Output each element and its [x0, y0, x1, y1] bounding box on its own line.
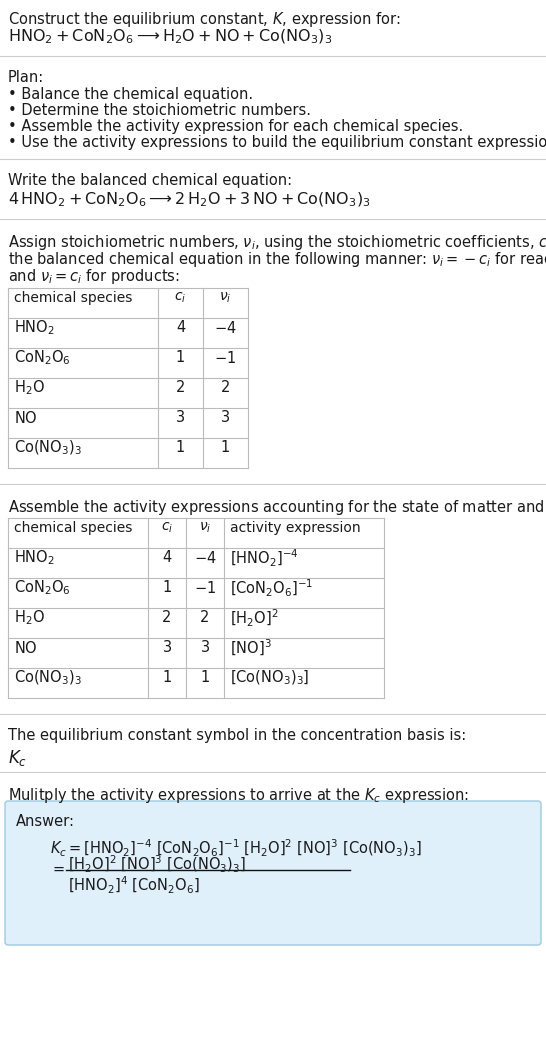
Text: 3: 3	[200, 640, 210, 656]
Text: $\mathrm{CoN_2O_6}$: $\mathrm{CoN_2O_6}$	[14, 579, 71, 597]
Text: $K_c = [\mathrm{HNO_2}]^{-4}\ [\mathrm{CoN_2O_6}]^{-1}\ [\mathrm{H_2O}]^{2}\ [\m: $K_c = [\mathrm{HNO_2}]^{-4}\ [\mathrm{C…	[50, 838, 422, 859]
Text: $[\mathrm{NO}]^{3}$: $[\mathrm{NO}]^{3}$	[230, 638, 272, 658]
Text: $\mathrm{HNO_2 + CoN_2O_6 \longrightarrow H_2O + NO + Co(NO_3)_3}$: $\mathrm{HNO_2 + CoN_2O_6 \longrightarro…	[8, 28, 333, 46]
Text: activity expression: activity expression	[230, 521, 360, 535]
Text: $c_i$: $c_i$	[174, 291, 187, 305]
Text: $\nu_i$: $\nu_i$	[199, 521, 211, 535]
Text: Assign stoichiometric numbers, $\nu_i$, using the stoichiometric coefficients, $: Assign stoichiometric numbers, $\nu_i$, …	[8, 233, 546, 252]
Text: chemical species: chemical species	[14, 521, 132, 535]
Text: $[\mathrm{H_2O}]^{2}\ [\mathrm{NO}]^{3}\ [\mathrm{Co(NO_3)_3}]$: $[\mathrm{H_2O}]^{2}\ [\mathrm{NO}]^{3}\…	[68, 854, 246, 875]
Text: the balanced chemical equation in the following manner: $\nu_i = -c_i$ for react: the balanced chemical equation in the fo…	[8, 250, 546, 269]
Text: $[\mathrm{H_2O}]^{2}$: $[\mathrm{H_2O}]^{2}$	[230, 607, 278, 628]
Text: 1: 1	[221, 440, 230, 455]
Text: $\nu_i$: $\nu_i$	[219, 291, 232, 305]
Text: $\mathrm{Co(NO_3)_3}$: $\mathrm{Co(NO_3)_3}$	[14, 668, 82, 687]
Text: 3: 3	[176, 411, 185, 426]
Text: $K_c$: $K_c$	[8, 748, 27, 768]
Text: 2: 2	[200, 611, 210, 625]
Text: • Assemble the activity expression for each chemical species.: • Assemble the activity expression for e…	[8, 119, 463, 133]
Text: $c_i$: $c_i$	[161, 521, 173, 535]
Text: Answer:: Answer:	[16, 815, 75, 829]
Text: $=$: $=$	[50, 861, 66, 875]
Text: 3: 3	[163, 640, 171, 656]
Text: and $\nu_i = c_i$ for products:: and $\nu_i = c_i$ for products:	[8, 267, 180, 286]
Text: 1: 1	[176, 350, 185, 366]
Text: $[\mathrm{CoN_2O_6}]^{-1}$: $[\mathrm{CoN_2O_6}]^{-1}$	[230, 577, 313, 599]
Text: $\mathrm{Co(NO_3)_3}$: $\mathrm{Co(NO_3)_3}$	[14, 439, 82, 457]
Text: 3: 3	[221, 411, 230, 426]
Text: 4: 4	[162, 551, 171, 565]
Text: 1: 1	[176, 440, 185, 455]
Text: The equilibrium constant symbol in the concentration basis is:: The equilibrium constant symbol in the c…	[8, 728, 466, 743]
Text: 2: 2	[162, 611, 171, 625]
Text: 2: 2	[221, 380, 230, 395]
Text: Mulitply the activity expressions to arrive at the $K_c$ expression:: Mulitply the activity expressions to arr…	[8, 786, 469, 805]
Text: $\mathrm{H_2O}$: $\mathrm{H_2O}$	[14, 378, 45, 397]
Text: • Determine the stoichiometric numbers.: • Determine the stoichiometric numbers.	[8, 103, 311, 118]
Text: 1: 1	[162, 580, 171, 596]
Text: $-4$: $-4$	[214, 320, 237, 336]
Text: 1: 1	[200, 671, 210, 685]
Text: $\mathrm{NO}$: $\mathrm{NO}$	[14, 640, 38, 656]
Text: $\mathrm{CoN_2O_6}$: $\mathrm{CoN_2O_6}$	[14, 349, 71, 368]
Text: Construct the equilibrium constant, $K$, expression for:: Construct the equilibrium constant, $K$,…	[8, 11, 401, 29]
Text: 1: 1	[162, 671, 171, 685]
Text: $[\mathrm{Co(NO_3)_3}]$: $[\mathrm{Co(NO_3)_3}]$	[230, 668, 310, 687]
Text: 4: 4	[176, 321, 185, 335]
Text: Write the balanced chemical equation:: Write the balanced chemical equation:	[8, 173, 292, 188]
Text: $\mathrm{HNO_2}$: $\mathrm{HNO_2}$	[14, 318, 55, 337]
Text: $[\mathrm{HNO_2}]^{-4}$: $[\mathrm{HNO_2}]^{-4}$	[230, 548, 299, 569]
Text: chemical species: chemical species	[14, 291, 132, 305]
Text: $[\mathrm{HNO_2}]^{4}\ [\mathrm{CoN_2O_6}]$: $[\mathrm{HNO_2}]^{4}\ [\mathrm{CoN_2O_6…	[68, 875, 200, 897]
Text: $-1$: $-1$	[194, 580, 216, 596]
Text: • Balance the chemical equation.: • Balance the chemical equation.	[8, 87, 253, 102]
Text: Assemble the activity expressions accounting for the state of matter and $\nu_i$: Assemble the activity expressions accoun…	[8, 498, 546, 517]
Text: $-1$: $-1$	[215, 350, 236, 366]
Text: $\mathrm{H_2O}$: $\mathrm{H_2O}$	[14, 609, 45, 627]
Text: $-4$: $-4$	[194, 550, 216, 566]
Text: $\mathrm{NO}$: $\mathrm{NO}$	[14, 410, 38, 426]
Text: Plan:: Plan:	[8, 70, 44, 85]
Text: • Use the activity expressions to build the equilibrium constant expression.: • Use the activity expressions to build …	[8, 135, 546, 150]
Text: $\mathrm{4\,HNO_2 + CoN_2O_6 \longrightarrow 2\,H_2O + 3\,NO + Co(NO_3)_3}$: $\mathrm{4\,HNO_2 + CoN_2O_6 \longrighta…	[8, 191, 371, 209]
FancyBboxPatch shape	[5, 801, 541, 945]
Text: $\mathrm{HNO_2}$: $\mathrm{HNO_2}$	[14, 549, 55, 568]
Text: 2: 2	[176, 380, 185, 395]
